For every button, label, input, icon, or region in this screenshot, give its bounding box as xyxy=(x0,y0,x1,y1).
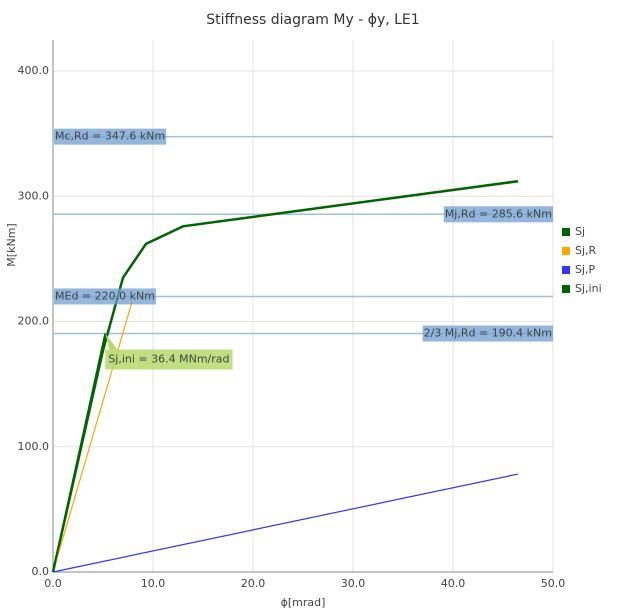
chart-title: Stiffness diagram My - ϕy, LE1 xyxy=(206,12,419,28)
y-tick-label: 0.0 xyxy=(32,565,50,578)
legend-swatch xyxy=(562,285,570,293)
y-tick-label: 200.0 xyxy=(18,315,50,328)
legend-swatch xyxy=(562,247,570,255)
reference-label: Mc,Rd = 347.6 kNm xyxy=(55,130,165,143)
legend-label: Sj,P xyxy=(575,263,596,276)
legend-swatch xyxy=(562,266,570,274)
annotation-box xyxy=(105,349,233,370)
legend-swatch xyxy=(562,228,570,236)
reference-label-box xyxy=(54,288,156,305)
x-tick-label: 40.0 xyxy=(441,577,466,590)
reference-label: 2/3 Mj,Rd = 190.4 kNm xyxy=(424,327,552,340)
reference-label-box xyxy=(54,128,167,145)
legend-label: Sj,R xyxy=(575,244,597,257)
series-line xyxy=(52,333,107,573)
reference-label: MEd = 220.0 kNm xyxy=(55,289,155,302)
reference-label-box xyxy=(422,325,553,342)
legend-label: Sj,ini xyxy=(575,282,602,295)
reference-label: Mj,Rd = 285.6 kNm xyxy=(445,207,552,220)
x-tick-label: 30.0 xyxy=(341,577,366,590)
legend-label: Sj xyxy=(575,225,585,238)
x-tick-label: 0.0 xyxy=(44,577,62,590)
y-tick-label: 300.0 xyxy=(18,189,50,202)
y-axis-label: M[kNm] xyxy=(5,223,18,266)
series-line xyxy=(52,473,519,573)
x-tick-label: 20.0 xyxy=(241,577,266,590)
series-line xyxy=(52,301,133,573)
reference-label-box xyxy=(443,206,553,223)
y-tick-label: 100.0 xyxy=(18,440,50,453)
x-axis-label: ϕ[mrad] xyxy=(281,596,326,609)
y-tick-label: 400.0 xyxy=(18,64,50,77)
annotation: Sj,ini = 36.4 MNm/rad xyxy=(108,353,229,366)
x-tick-label: 50.0 xyxy=(541,577,566,590)
annotation-pointer xyxy=(105,333,118,350)
x-tick-label: 10.0 xyxy=(141,577,166,590)
series-line xyxy=(51,179,519,573)
